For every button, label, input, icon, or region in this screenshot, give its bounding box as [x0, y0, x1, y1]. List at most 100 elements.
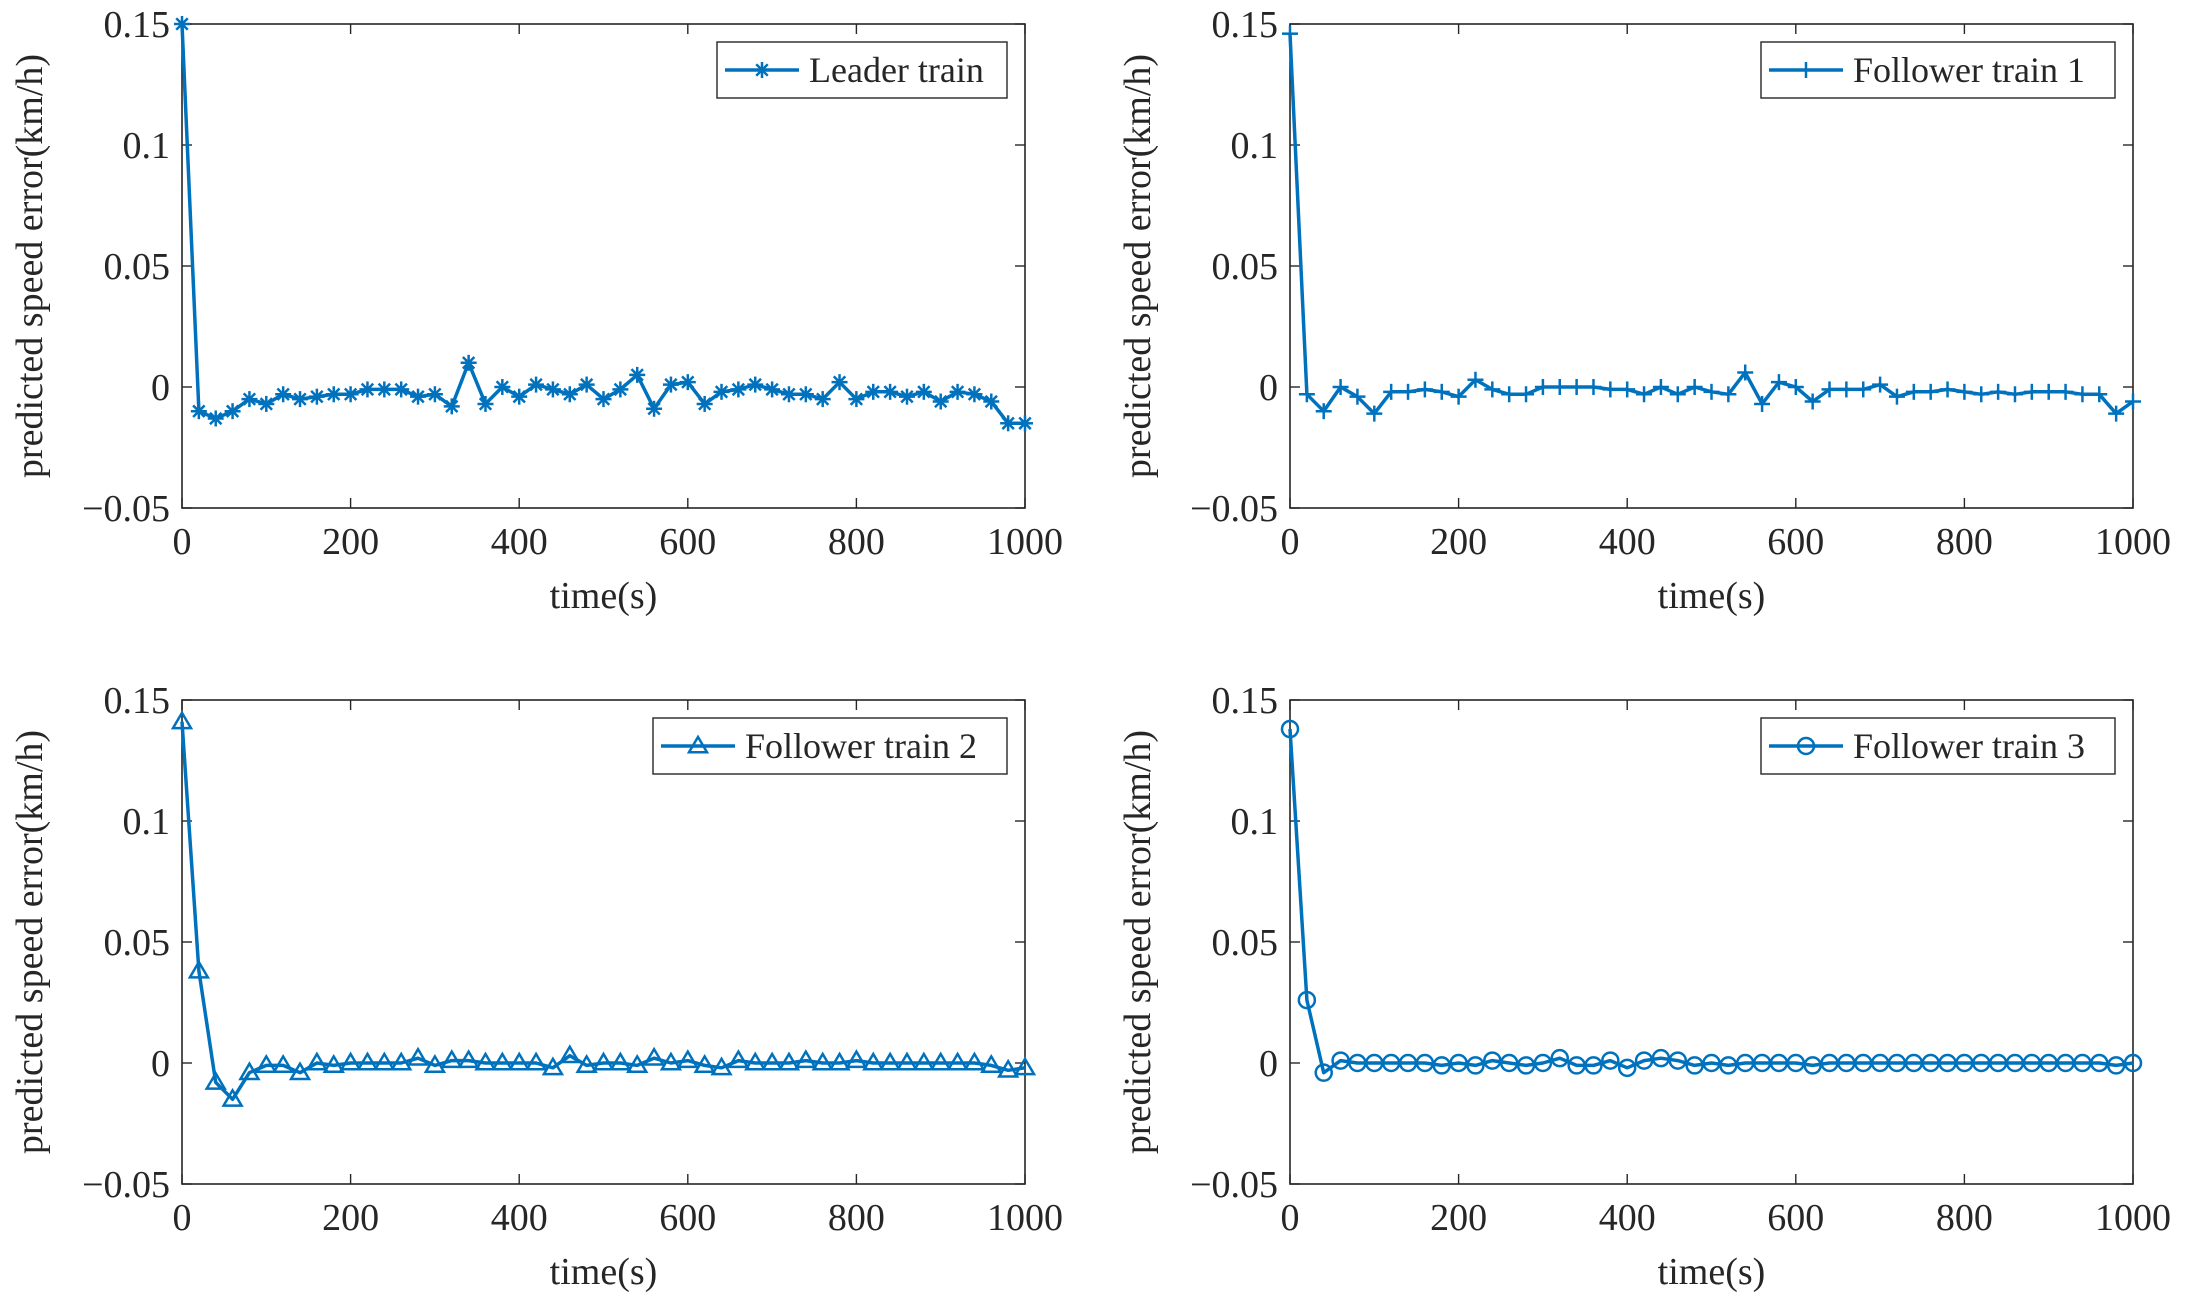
data-point	[494, 379, 511, 395]
y-tick-label: −0.05	[82, 488, 170, 530]
y-tick-label: 0.15	[104, 680, 171, 722]
data-point	[966, 386, 983, 403]
data-point	[797, 386, 814, 403]
data-point	[1534, 379, 1551, 395]
data-point	[423, 1053, 447, 1073]
data-point	[1585, 379, 1602, 395]
data-point	[322, 1053, 345, 1073]
data-point	[646, 400, 663, 417]
data-point	[1652, 379, 1669, 395]
data-point	[730, 381, 747, 398]
data-point	[1280, 719, 1300, 739]
data-point	[1551, 379, 1568, 395]
data-point	[811, 1051, 834, 1071]
x-tick-label: 1000	[2095, 1197, 2171, 1239]
y-tick-label: 0	[1259, 1043, 1278, 1085]
x-tick-label: 400	[1599, 1197, 1656, 1239]
data-point	[1584, 1056, 1603, 1075]
data-point	[1297, 990, 1317, 1010]
data-point	[898, 388, 915, 405]
data-point	[389, 1051, 413, 1071]
data-point	[662, 376, 679, 393]
data-point	[895, 1051, 919, 1071]
x-tick-label: 0	[1281, 521, 1300, 563]
data-point	[1905, 383, 1922, 400]
plot-area	[1289, 23, 2134, 509]
data-point	[1349, 388, 1366, 405]
x-axis-title: time(s)	[1658, 575, 1766, 617]
y-tick-label: −0.05	[1190, 1164, 1278, 1206]
y-tick-label: 0.15	[1212, 4, 1279, 46]
y-axis-title: predicted speed error(km/h)	[9, 730, 51, 1154]
data-point	[912, 1051, 936, 1071]
data-point	[1484, 381, 1501, 398]
data-point	[224, 403, 241, 420]
data-point	[1855, 381, 1872, 398]
data-point	[1518, 386, 1535, 403]
data-point	[609, 1051, 632, 1071]
data-point	[305, 1051, 329, 1071]
data-point	[1298, 386, 1315, 403]
data-point	[174, 16, 190, 32]
data-point	[727, 1049, 750, 1069]
plot-area	[1289, 699, 2134, 1185]
follower-train-2-panel: 0 200 400 600 800 1000−0.0500.050.10.15time(s…	[9, 680, 1063, 1293]
y-tick-label: 0.1	[123, 125, 171, 167]
x-tick-label: 600	[659, 1197, 716, 1239]
data-point	[477, 395, 494, 412]
follower-train-1-panel: 0 200 400 600 800 1000−0.0500.050.10.15time(s…	[1117, 4, 2171, 617]
data-point	[1821, 381, 1838, 398]
x-axis-title: time(s)	[550, 1251, 658, 1293]
data-point	[1617, 1058, 1637, 1078]
data-point	[2123, 1053, 2143, 1073]
data-point	[626, 1053, 649, 1073]
data-point	[1501, 386, 1518, 403]
data-point	[1737, 364, 1754, 381]
data-point	[882, 383, 899, 400]
data-point	[1314, 1063, 1333, 1082]
data-point	[410, 388, 427, 405]
data-point	[929, 1051, 952, 1071]
data-point	[1939, 381, 1956, 398]
x-tick-label: 400	[491, 1197, 548, 1239]
leader-train-panel: 0 200 400 600 800 1000−0.0500.050.10.15time(s…	[9, 4, 1063, 617]
data-point	[862, 1051, 885, 1071]
legend-marker	[1798, 62, 1814, 78]
x-axis-title: time(s)	[1658, 1251, 1766, 1293]
data-point	[1686, 379, 1703, 395]
legend-label: Follower train 3	[1853, 726, 2085, 766]
legend: Follower train 3	[1760, 717, 2116, 775]
y-tick-label: 0	[151, 1043, 170, 1085]
x-tick-label: 200	[322, 521, 379, 563]
data-point	[828, 1051, 851, 1071]
plot-area	[181, 699, 1026, 1185]
data-point	[2023, 383, 2040, 400]
x-tick-label: 600	[659, 521, 716, 563]
data-point	[612, 381, 629, 398]
x-tick-label: 800	[1936, 1197, 1993, 1239]
y-axis-title: predicted speed error(km/h)	[9, 54, 51, 478]
data-point	[511, 388, 528, 405]
data-point	[288, 1061, 312, 1081]
data-point	[356, 1051, 379, 1071]
x-tick-label: 200	[1430, 1197, 1487, 1239]
data-point	[339, 1051, 362, 1071]
data-point	[443, 398, 460, 415]
data-point	[1703, 383, 1720, 400]
data-point	[1383, 383, 1400, 400]
data-point	[325, 386, 342, 403]
data-point	[1467, 371, 1484, 388]
data-point	[238, 1061, 261, 1081]
data-point	[676, 1049, 699, 1069]
y-tick-label: 0.05	[1212, 922, 1279, 964]
y-tick-label: 0.1	[1231, 125, 1279, 167]
data-point	[373, 1051, 396, 1071]
data-point	[983, 393, 1000, 410]
data-point	[980, 1053, 1003, 1073]
data-point	[1000, 415, 1017, 432]
x-tick-label: 0	[173, 1197, 192, 1239]
data-point	[764, 381, 781, 398]
data-point	[2040, 383, 2057, 400]
y-tick-label: 0.05	[104, 922, 171, 964]
